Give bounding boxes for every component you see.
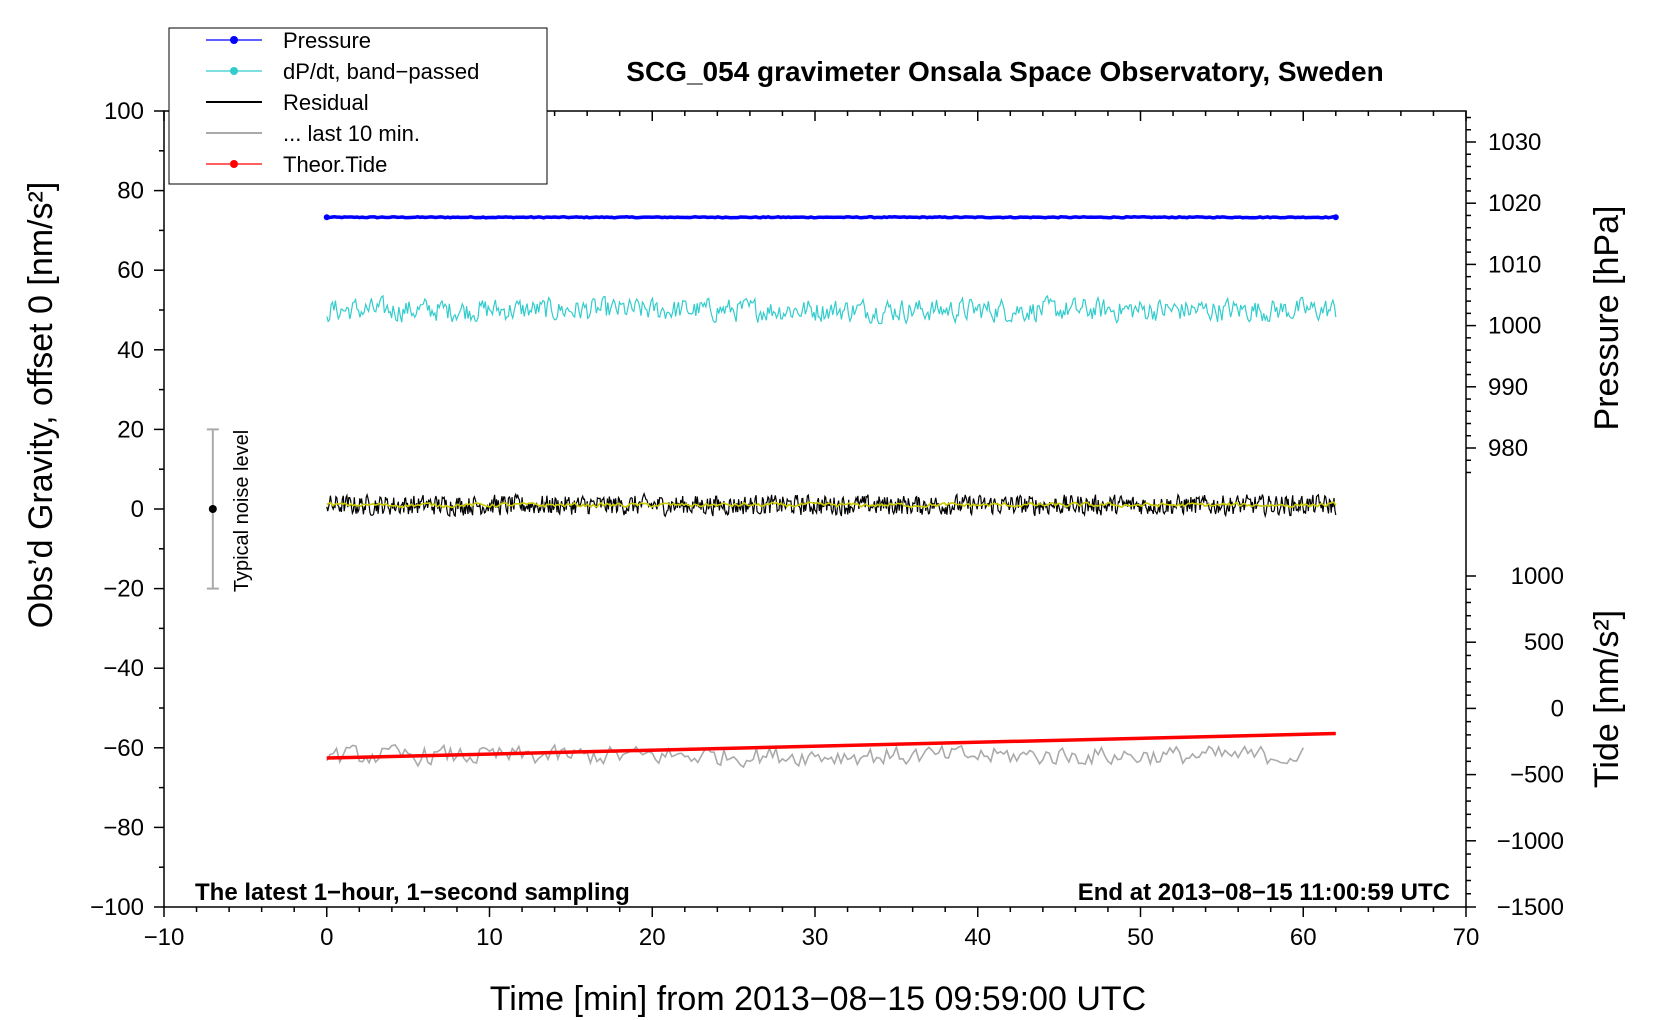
y-tick-label: −60: [103, 735, 144, 762]
legend: Pressure dP/dt, band−passed Residual ... la…: [168, 27, 548, 185]
y-tick-label: −80: [103, 814, 144, 841]
pressure-tick-label: 1030: [1488, 129, 1541, 156]
series-theor-tide: [326, 731, 1336, 760]
legend-marker: [230, 67, 238, 75]
y-tick-label: 0: [131, 496, 144, 523]
pressure-tick-label: 1000: [1488, 313, 1541, 340]
series-pressure-point: [323, 214, 330, 221]
x-tick-label: 70: [1453, 924, 1480, 951]
y-tick-label: 100: [104, 98, 144, 125]
tide-tick-label: 1000: [1511, 563, 1564, 590]
pressure-tick-label: 990: [1488, 374, 1528, 401]
chart-title: SCG_054 gravimeter Onsala Space Observat…: [626, 56, 1383, 87]
annotation-sampling: The latest 1−hour, 1−second sampling: [195, 879, 630, 906]
x-tick-label: 60: [1290, 924, 1317, 951]
y-axis-label-tide: Tide [nm/s²]: [1588, 610, 1626, 788]
noise-label: Typical noise level: [231, 430, 253, 592]
tide-tick-label: −1500: [1497, 894, 1564, 921]
y-tick-label: 80: [117, 178, 144, 205]
y-tick-label: −100: [90, 894, 144, 921]
y-tick-label: 20: [117, 416, 144, 443]
legend-label: Pressure: [283, 28, 371, 53]
y-tick-label: −20: [103, 576, 144, 603]
x-tick-label: 0: [320, 924, 333, 951]
y-tick-label: 60: [117, 257, 144, 284]
legend-label: ... last 10 min.: [283, 121, 420, 146]
series-dpdt: [326, 294, 1337, 325]
tide-tick-label: 0: [1551, 695, 1564, 722]
x-tick-label: 50: [1127, 924, 1154, 951]
series-layer: [323, 214, 1339, 769]
pressure-tick-label: 980: [1488, 435, 1528, 462]
y-tick-label: 40: [117, 337, 144, 364]
pressure-tick-label: 1010: [1488, 251, 1541, 278]
series-residual: [326, 492, 1337, 519]
series-residual-smoothed: [326, 501, 1337, 509]
x-tick-label: 10: [476, 924, 503, 951]
noise-center-dot: [208, 505, 217, 513]
tide-tick-label: 500: [1524, 629, 1564, 656]
x-tick-label: −10: [144, 924, 185, 951]
tick-layer: −10 0 10 20 30 40 50 60 70100806040200−20−40−60−…: [90, 98, 1564, 951]
legend-box: [168, 27, 548, 185]
pressure-tick-label: 1020: [1488, 190, 1541, 217]
y-axis-label-left: Obs’d Gravity, offset 0 [nm/s²]: [22, 182, 60, 629]
annotation-end-time: End at 2013−08−15 11:00:59 UTC: [1078, 879, 1450, 906]
x-axis-label: Time [min] from 2013−08−15 09:59:00 UTC: [490, 980, 1146, 1018]
x-tick-label: 20: [639, 924, 666, 951]
tide-tick-label: −500: [1510, 762, 1564, 789]
noise-indicator: [206, 428, 219, 590]
legend-label: Theor.Tide: [283, 152, 387, 177]
series-last-10-min: [326, 743, 1305, 769]
y-axis-label-pressure: Pressure [hPa]: [1588, 206, 1626, 431]
legend-marker: [230, 36, 238, 44]
tide-tick-label: −1000: [1497, 828, 1564, 855]
y-tick-label: −40: [103, 655, 144, 682]
x-tick-label: 30: [802, 924, 829, 951]
legend-label: dP/dt, band−passed: [283, 59, 479, 84]
legend-label: Residual: [283, 90, 369, 115]
x-tick-label: 40: [964, 924, 991, 951]
legend-marker: [230, 160, 238, 168]
series-pressure-point: [1332, 214, 1339, 221]
series-pressure: [326, 214, 1336, 220]
